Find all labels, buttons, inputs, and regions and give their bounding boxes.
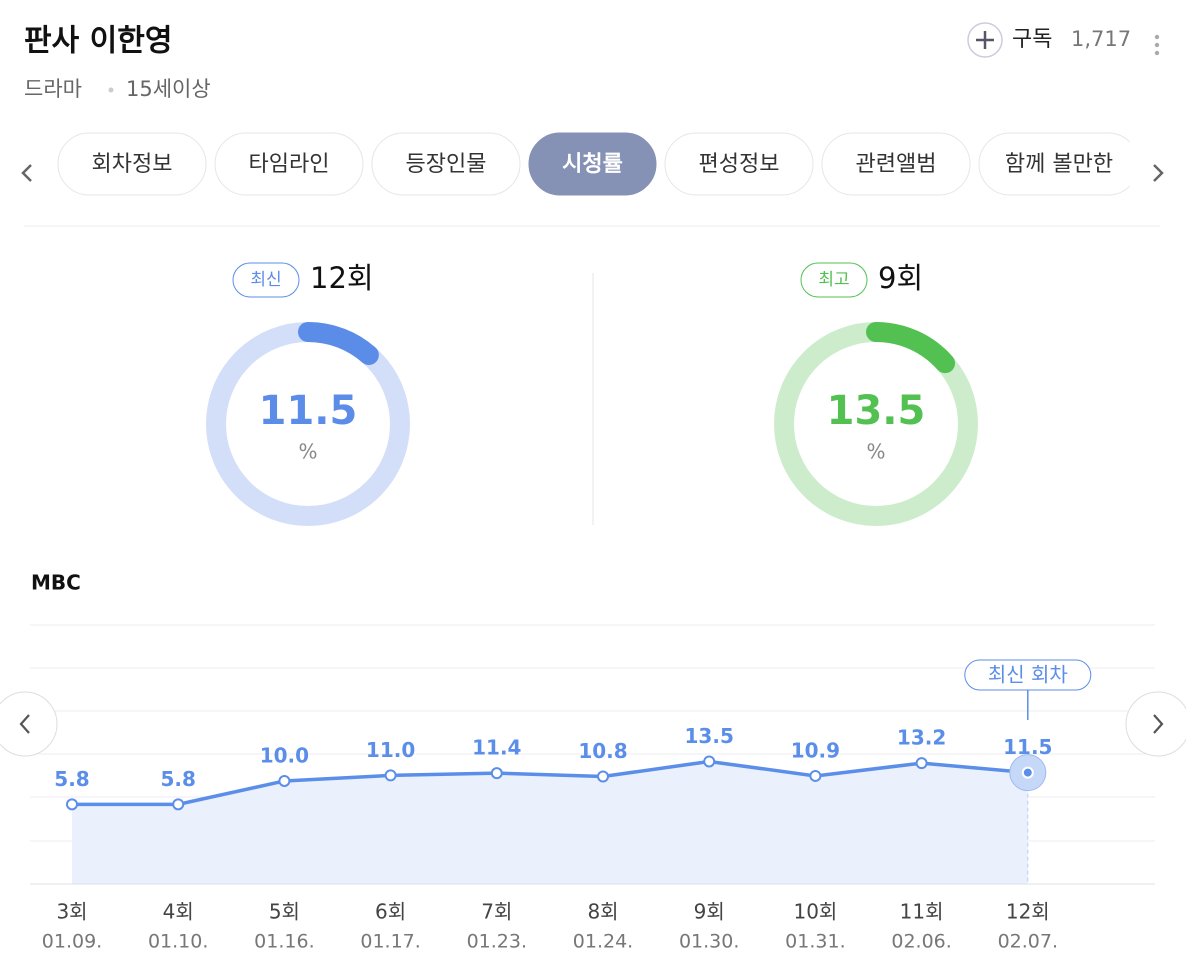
point: [703, 755, 716, 768]
chart-title: MBC: [31, 571, 81, 595]
rating: 15세이상: [126, 77, 211, 101]
x-tick-label: 5회: [269, 900, 300, 924]
point: [490, 767, 503, 780]
rating-value: 11.5: [259, 388, 358, 434]
value-label: 11.4: [472, 736, 521, 760]
line-chart: 5.8 3회 01.09. 5.8 4회 01.10. 10.0 5회 01.16. 11.0 6회…: [42, 659, 1092, 953]
series-line: [72, 759, 1028, 807]
point: [597, 770, 609, 783]
annotation: 최신 회차: [988, 663, 1068, 687]
rating-value: 13.5: [827, 388, 926, 434]
value-label: 10.9: [791, 738, 840, 762]
value-label: 10.8: [578, 739, 627, 763]
annotation-badge: [964, 659, 1092, 691]
separator-dot: [108, 87, 114, 93]
subscriber-count: 1,717: [1071, 27, 1131, 51]
x-date-label: 01.23.: [467, 931, 527, 953]
value-label: 13.2: [897, 726, 946, 750]
point: [278, 774, 291, 787]
plus-icon: [976, 31, 994, 49]
tab[interactable]: 시청률: [528, 132, 657, 196]
badge: [800, 262, 868, 298]
point: [172, 798, 185, 811]
x-date-label: 01.30.: [679, 931, 739, 953]
subscribe-button[interactable]: 구독 1,717: [967, 22, 1131, 58]
episode: 12회: [310, 261, 374, 295]
x-date-label: 01.17.: [360, 931, 420, 953]
ring-arc: [774, 322, 978, 526]
title: 판사 이한영: [24, 24, 172, 59]
tab[interactable]: 타임라인: [214, 132, 364, 196]
x-tick-label: 9회: [694, 900, 725, 924]
badge-label: 최신: [250, 270, 281, 290]
x-tick-label: 10회: [793, 900, 837, 924]
x-tick-label: 4회: [163, 900, 194, 924]
tab-next[interactable]: [1153, 164, 1164, 182]
more-menu[interactable]: [1154, 34, 1160, 56]
tab-label: 시청률: [562, 152, 623, 177]
area: [72, 761, 1028, 884]
value-label: 10.0: [260, 743, 309, 767]
rating-unit: %: [298, 440, 317, 464]
value-label: 11.5: [1003, 735, 1052, 759]
tab-pill: [371, 132, 521, 196]
tab-label: 타임라인: [249, 152, 330, 177]
tab-label: 함께 볼만한: [1005, 152, 1113, 177]
x-tick-label: 6회: [375, 900, 406, 924]
x-tick-label: 11회: [900, 900, 944, 924]
x-date-label: 01.10.: [148, 931, 208, 953]
tab-label: 회차정보: [92, 152, 173, 177]
tab[interactable]: 편성정보: [664, 132, 814, 196]
point: [384, 769, 397, 782]
x-tick-label: 12회: [1006, 900, 1050, 924]
badge: [232, 262, 300, 298]
tab-label: 편성정보: [699, 152, 780, 177]
value-label: 13.5: [685, 724, 734, 748]
point: [1021, 766, 1034, 779]
tab-prev[interactable]: [21, 164, 32, 182]
rating-unit: %: [866, 440, 885, 464]
tab-label: 등장인물: [406, 152, 487, 177]
stats: 최신 12회 11.5% 최고 9회 13.5%: [206, 261, 978, 526]
tab-bar: 회차정보 타임라인 등장인물 시청률 편성정보 관련앨범 함께 볼만한: [57, 132, 1139, 196]
tab-pill: [57, 132, 207, 196]
value-label: 11.0: [366, 738, 415, 762]
value-label: 5.8: [54, 767, 89, 791]
point: [66, 798, 78, 811]
x-date-label: 01.31.: [785, 931, 845, 953]
x-date-label: 01.09.: [42, 931, 102, 953]
badge-label: 최고: [818, 270, 849, 290]
tab[interactable]: 함께 볼만한: [978, 132, 1139, 196]
x-tick-label: 8회: [587, 900, 618, 924]
x-date-label: 02.06.: [891, 931, 951, 953]
tab-pill: [821, 132, 971, 196]
tab[interactable]: 등장인물: [371, 132, 521, 196]
point: [915, 757, 928, 770]
tab[interactable]: 관련앨범: [821, 132, 971, 196]
tab-pill: [528, 132, 657, 196]
subscribe-label: 구독: [1012, 27, 1052, 52]
x-tick-label: 7회: [481, 900, 512, 924]
genre: 드라마: [24, 77, 82, 101]
chart-prev[interactable]: [0, 691, 58, 757]
chart-next[interactable]: [1125, 691, 1186, 757]
x-date-label: 01.16.: [254, 931, 314, 953]
tab-pill: [664, 132, 814, 196]
ring-arc: [206, 322, 410, 526]
tab-pill: [978, 132, 1130, 196]
tab-label: 관련앨범: [856, 152, 937, 177]
tab-pill: [214, 132, 364, 196]
tab[interactable]: 회차정보: [57, 132, 207, 196]
value-label: 5.8: [160, 767, 195, 791]
x-date-label: 02.07.: [998, 931, 1058, 953]
x-date-label: 01.24.: [573, 931, 633, 953]
episode: 9회: [878, 261, 923, 295]
x-tick-label: 3회: [56, 900, 87, 924]
point: [809, 769, 822, 782]
